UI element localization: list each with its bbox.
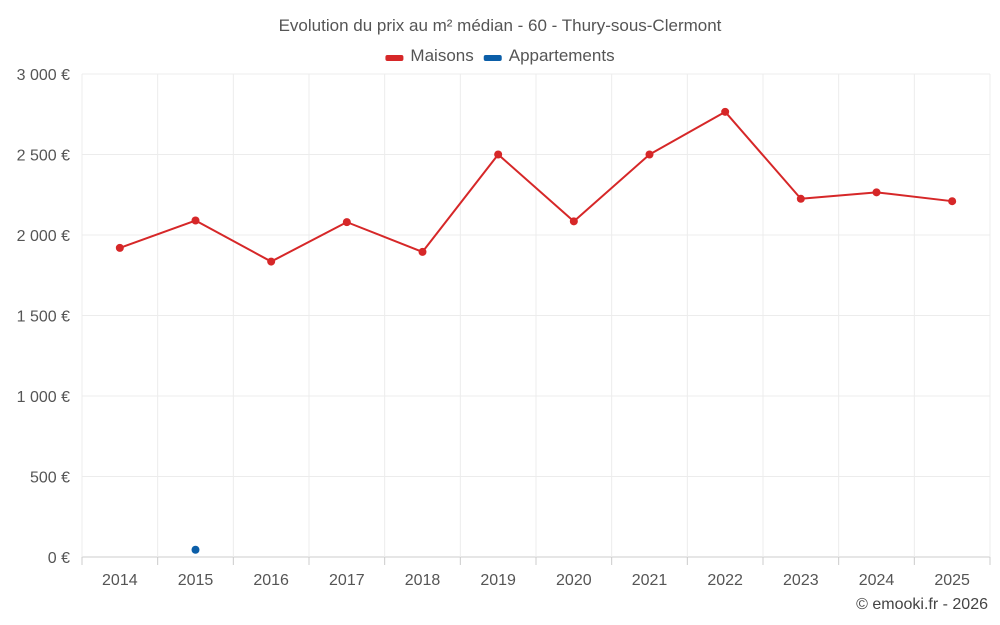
data-point[interactable] <box>191 216 200 225</box>
legend-swatch <box>483 55 502 61</box>
x-tick-label: 2019 <box>480 572 516 589</box>
data-point[interactable] <box>645 150 654 159</box>
x-tick-label: 2023 <box>783 572 819 589</box>
y-tick-label: 2 500 € <box>17 148 70 165</box>
x-axis: 2014 2015 2016 2017 2018 2019 2020 2021 2022 2023… <box>102 572 970 589</box>
data-point[interactable] <box>872 188 881 197</box>
y-tick-label: 3 000 € <box>17 67 70 84</box>
x-tick-label: 2017 <box>329 572 365 589</box>
data-point[interactable] <box>267 257 276 266</box>
legend: Maisons Appartements <box>385 46 615 65</box>
legend-label: Appartements <box>509 46 615 65</box>
y-axis: 0 € 500 € 1 000 € 1 500 € 2 000 € 2 500 € 3 00… <box>17 67 70 567</box>
data-point[interactable] <box>721 107 730 116</box>
data-point[interactable] <box>115 243 124 252</box>
x-tick-label: 2020 <box>556 572 592 589</box>
x-tick-label: 2014 <box>102 572 138 589</box>
legend-swatch <box>385 55 404 61</box>
legend-item-maisons[interactable]: Maisons <box>385 46 474 65</box>
chart-title: Evolution du prix au m² médian - 60 - Th… <box>279 16 722 35</box>
legend-label: Maisons <box>410 46 473 65</box>
data-point[interactable] <box>418 247 427 256</box>
data-point[interactable] <box>191 545 200 554</box>
data-point[interactable] <box>342 218 351 227</box>
x-tick-label: 2025 <box>934 572 970 589</box>
y-tick-label: 1 500 € <box>17 309 70 326</box>
x-tick-label: 2022 <box>707 572 743 589</box>
y-tick-label: 2 000 € <box>17 228 70 245</box>
x-tick-label: 2021 <box>632 572 668 589</box>
series-layer <box>115 107 957 554</box>
series-maisons <box>115 107 957 266</box>
y-tick-label: 1 000 € <box>17 389 70 406</box>
x-tick-label: 2015 <box>178 572 214 589</box>
data-point[interactable] <box>569 217 578 226</box>
y-tick-label: 500 € <box>30 470 70 487</box>
legend-item-appartements[interactable]: Appartements <box>483 46 615 65</box>
data-point[interactable] <box>494 150 503 159</box>
series-line <box>119 110 953 263</box>
y-tick-label: 0 € <box>48 550 70 567</box>
data-point[interactable] <box>948 197 957 206</box>
data-point[interactable] <box>796 194 805 203</box>
x-tick-label: 2024 <box>859 572 895 589</box>
x-tick-label: 2018 <box>405 572 441 589</box>
x-tick-label: 2016 <box>253 572 289 589</box>
series-appartements <box>191 545 200 554</box>
grid <box>81 73 991 565</box>
credit-text: © emooki.fr - 2026 <box>856 596 988 613</box>
